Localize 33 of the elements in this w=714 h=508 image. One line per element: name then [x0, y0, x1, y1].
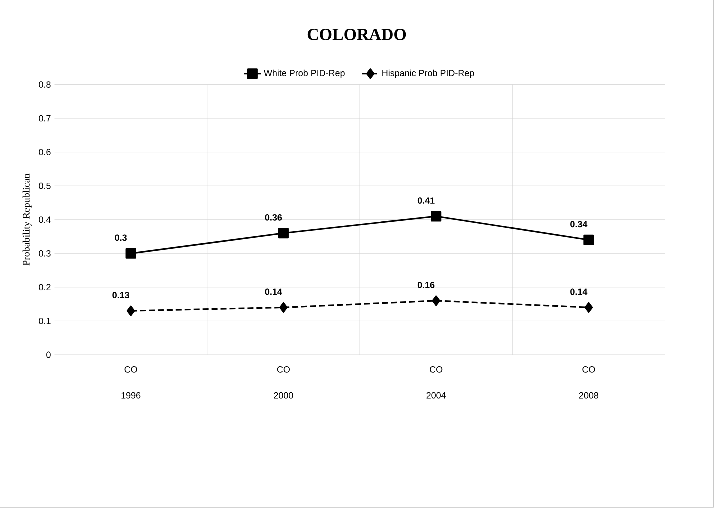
data-label: 0.14: [570, 288, 588, 296]
legend-label: Hispanic Prob PID-Rep: [382, 70, 474, 78]
y-axis-title: Probability Republican: [22, 174, 32, 266]
data-label: 0.3: [115, 234, 127, 242]
point: [432, 296, 440, 306]
y-tick-label: 0.2: [39, 284, 51, 291]
point: [278, 228, 289, 239]
y-tick-label: 0.1: [39, 318, 51, 324]
point: [584, 302, 594, 314]
y-tick-label: 0.7: [39, 115, 51, 122]
data-label: 0.14: [265, 288, 282, 296]
y-tick-label: 0.6: [39, 149, 51, 156]
y-tick-label: 0: [46, 352, 51, 358]
y-tick-label: 0.8: [39, 82, 51, 88]
data-label: 0.16: [418, 282, 435, 289]
data-label: 0.34: [570, 221, 588, 228]
category-label: CO 2008: [579, 366, 599, 399]
category-label: CO 1996: [122, 366, 141, 399]
data-label: 0.41: [418, 198, 435, 204]
point: [280, 302, 288, 314]
point: [126, 306, 136, 316]
point: [431, 211, 442, 222]
point: [126, 248, 136, 260]
data-label: 0.13: [112, 292, 130, 299]
point: [584, 234, 594, 246]
data-label: 0.36: [265, 214, 282, 221]
category-label: CO 2004: [426, 366, 446, 399]
y-tick-label: 0.4: [39, 216, 51, 224]
category-label: CO 2000: [274, 366, 294, 399]
chart-title: COLORADO: [308, 29, 406, 41]
legend-label: White Prob PID-Rep: [264, 70, 345, 78]
y-tick-label: 0.5: [39, 183, 51, 190]
y-tick-label: 0.3: [39, 250, 51, 257]
